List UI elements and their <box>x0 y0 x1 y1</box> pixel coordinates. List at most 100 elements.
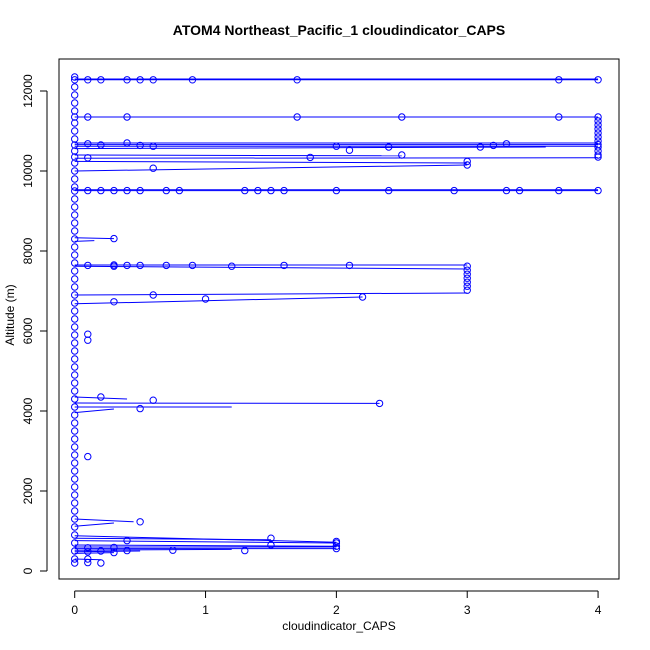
data-point <box>241 546 249 555</box>
data-point <box>594 76 602 84</box>
data-point <box>84 261 92 270</box>
data-point <box>84 555 92 563</box>
data-point <box>463 274 471 282</box>
y-tick-label: 0 <box>21 567 35 574</box>
data-point <box>398 151 406 159</box>
data-point <box>71 251 79 259</box>
data-point <box>594 121 602 129</box>
data-point <box>594 151 602 159</box>
data-point <box>136 186 144 195</box>
data-point <box>71 91 79 99</box>
data-point <box>375 399 384 408</box>
data-point <box>71 499 79 507</box>
series-line-segment <box>74 292 468 296</box>
data-point <box>280 261 288 270</box>
series-line-segment <box>74 540 337 544</box>
data-point <box>149 396 157 404</box>
data-point <box>594 113 602 121</box>
data-point <box>463 266 471 274</box>
data-point <box>188 76 197 84</box>
data-point <box>71 483 79 491</box>
data-point <box>476 143 485 151</box>
data-point <box>71 411 79 419</box>
data-point <box>71 127 79 135</box>
data-point <box>84 336 92 344</box>
data-point <box>345 146 354 154</box>
data-point <box>71 307 79 315</box>
data-point <box>71 315 79 323</box>
data-point <box>169 546 177 554</box>
plot-frame <box>58 58 620 580</box>
data-point <box>136 261 144 270</box>
data-point <box>71 291 79 299</box>
data-point <box>71 175 79 183</box>
data-point <box>71 187 79 195</box>
data-point <box>97 186 105 195</box>
y-tick-label: 2000 <box>21 477 35 504</box>
data-point <box>201 295 210 303</box>
data-point <box>594 186 602 195</box>
data-point <box>345 261 354 270</box>
data-point <box>332 142 341 150</box>
x-tick-label: 0 <box>71 603 78 617</box>
data-point <box>293 113 301 121</box>
data-point <box>463 262 471 270</box>
x-tick-label: 1 <box>202 603 209 617</box>
data-point <box>71 83 79 91</box>
data-point <box>463 270 471 278</box>
data-point <box>110 543 118 552</box>
data-point <box>280 186 288 195</box>
y-tick-label: 12000 <box>21 74 35 108</box>
data-point <box>71 355 79 363</box>
data-point <box>84 452 92 461</box>
series-line-segment <box>74 408 114 414</box>
data-point <box>71 227 79 235</box>
data-point <box>254 186 262 195</box>
series-lines <box>74 78 599 561</box>
data-point <box>71 515 79 523</box>
data-point <box>332 542 341 550</box>
data-point <box>84 558 92 567</box>
data-point <box>97 547 105 555</box>
data-point <box>71 523 79 531</box>
data-point <box>110 262 118 270</box>
data-point <box>71 259 79 267</box>
data-point <box>71 387 79 395</box>
data-point <box>71 267 79 275</box>
data-point <box>71 283 79 291</box>
data-point <box>123 546 131 555</box>
data-point <box>136 76 144 84</box>
data-point <box>463 157 471 166</box>
data-point <box>594 125 602 133</box>
y-tick-label: 10000 <box>21 154 35 188</box>
data-point <box>241 186 249 195</box>
data-point <box>71 76 79 84</box>
data-point <box>97 393 105 401</box>
data-point <box>463 278 471 286</box>
data-point <box>71 219 79 227</box>
data-point <box>71 427 79 435</box>
series-line-segment <box>74 550 141 553</box>
data-point <box>149 291 157 299</box>
data-point <box>71 539 79 547</box>
data-point <box>332 186 341 195</box>
data-point <box>71 379 79 387</box>
data-point <box>84 544 92 552</box>
data-point <box>71 347 79 355</box>
data-point <box>71 323 79 331</box>
data-point <box>71 183 79 191</box>
data-point <box>123 139 131 147</box>
data-point <box>71 99 79 107</box>
data-point <box>136 141 144 150</box>
data-point <box>502 186 511 195</box>
data-point <box>175 186 184 195</box>
data-point <box>136 518 144 526</box>
y-tick-label: 6000 <box>21 317 35 344</box>
data-point <box>97 141 105 149</box>
x-tick-label: 2 <box>333 603 340 617</box>
series-line-segment <box>74 396 128 400</box>
data-point <box>555 186 563 195</box>
data-point <box>123 261 131 270</box>
data-point <box>71 559 79 567</box>
data-point <box>358 293 367 301</box>
